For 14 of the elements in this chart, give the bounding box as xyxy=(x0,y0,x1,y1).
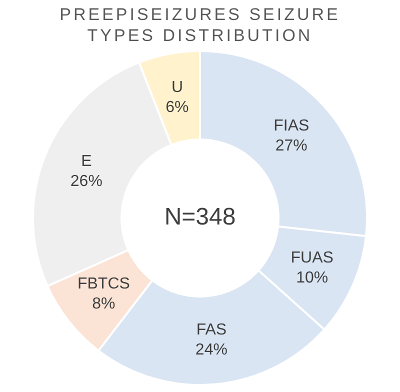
data-label: 26% xyxy=(70,172,102,190)
data-label: 6% xyxy=(166,98,189,116)
slice-label: FUAS xyxy=(290,249,334,266)
slice-label: FBTCS xyxy=(77,276,130,293)
slice-label: U xyxy=(171,78,184,96)
slice-label: E xyxy=(81,152,92,170)
data-label: 27% xyxy=(275,137,308,154)
data-label: 10% xyxy=(296,269,328,286)
chart-title: PREEPISEIZURES SEIZURE TYPES DISTRIBUTION xyxy=(58,4,342,46)
data-label: 24% xyxy=(195,342,228,359)
text: N=348 xyxy=(164,204,236,231)
data-label: 8% xyxy=(92,296,116,313)
slice-label: FIAS xyxy=(274,117,310,134)
slice-label: FAS xyxy=(196,322,227,339)
